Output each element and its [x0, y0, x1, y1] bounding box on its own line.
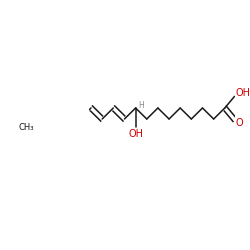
Text: CH₃: CH₃ — [18, 123, 34, 132]
Text: O: O — [235, 118, 243, 128]
Text: OH: OH — [128, 129, 143, 139]
Text: H: H — [138, 100, 144, 110]
Text: OH: OH — [235, 88, 250, 99]
